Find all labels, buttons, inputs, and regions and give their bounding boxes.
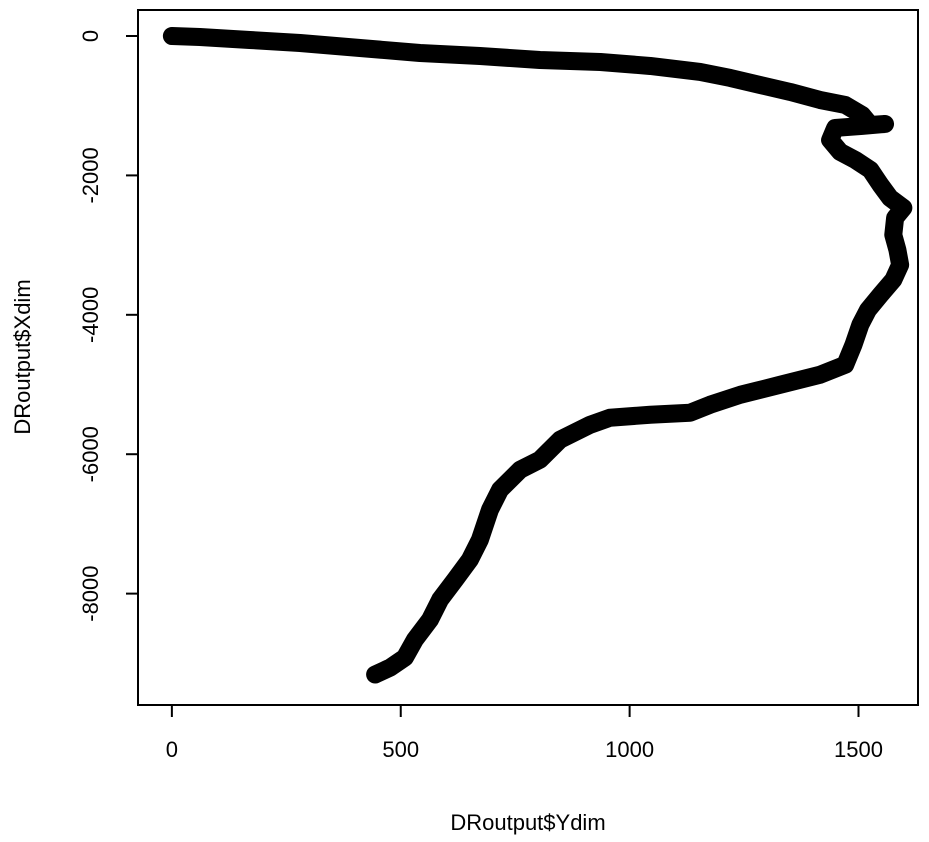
x-tick-label: 1500 [834,737,883,762]
x-tick-label: 500 [382,737,419,762]
data-line [162,26,913,684]
y-tick-label: -2000 [78,147,103,203]
plot-box [137,9,919,706]
y-tick-label: 0 [78,30,103,42]
y-tick-label: -6000 [78,426,103,482]
x-tick-label: 1000 [605,737,654,762]
x-axis-label: DRoutput$Ydim [450,810,605,835]
x-tick-label: 0 [166,737,178,762]
y-axis-label: DRoutput$Xdim [10,279,35,434]
y-tick-label: -8000 [78,565,103,621]
y-tick-label: -4000 [78,287,103,343]
